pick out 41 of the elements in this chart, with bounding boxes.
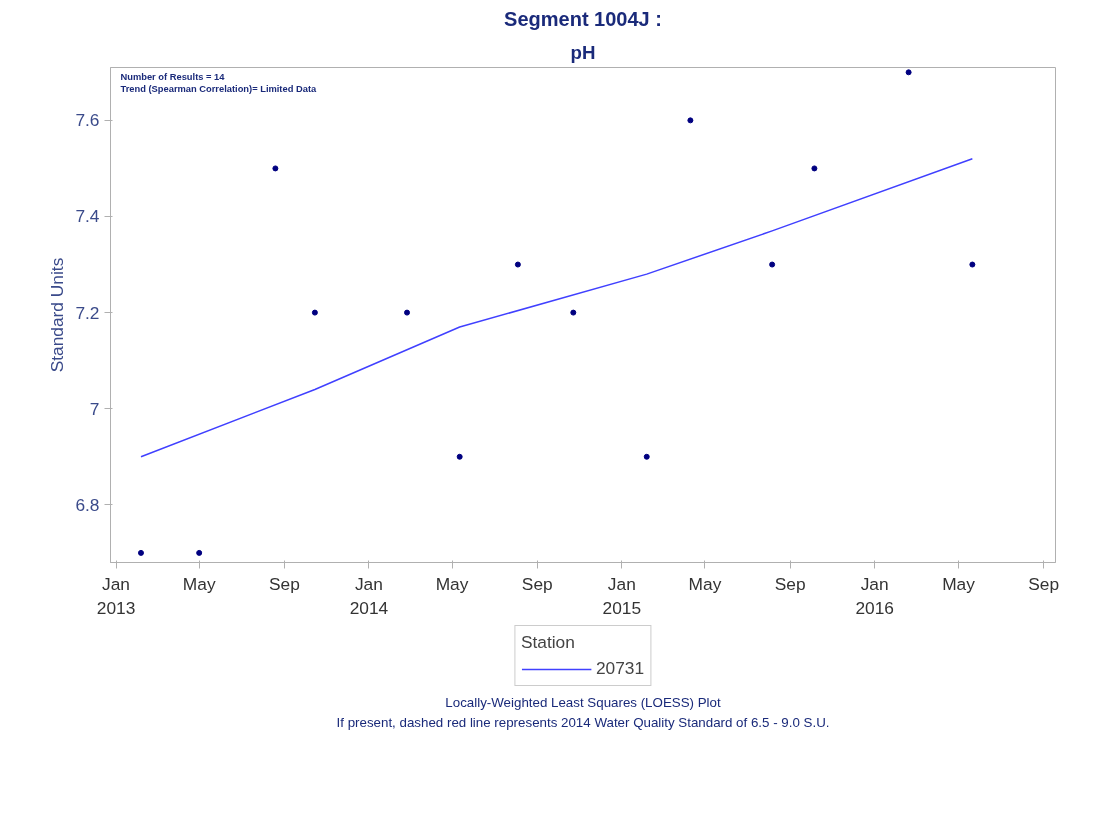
text: Locally-Weighted Least Squares (LOESS) Plot	[445, 694, 721, 710]
point	[137, 549, 144, 556]
point	[196, 549, 203, 556]
y-axis-title: Standard Units	[47, 257, 68, 373]
x-tick-label: May	[688, 573, 722, 594]
y-tick-label: 6.8	[75, 494, 100, 515]
text: If present, dashed red line represents 2014 Water Quality Standard of 6.5 - 9.0 S.U.	[336, 714, 830, 730]
point	[811, 165, 818, 172]
y-tick-label: 7	[89, 398, 100, 419]
point	[272, 165, 279, 172]
x-tick-label: Jan 2016	[855, 573, 894, 618]
x-tick-label: Jan 2013	[96, 573, 136, 618]
annotation: Trend (Spearman Correlation)= Limited Data	[120, 83, 317, 94]
x-tick-label: Jan 2015	[602, 573, 642, 618]
point	[687, 117, 694, 124]
x-tick-label: Sep	[521, 573, 553, 594]
chart-title: Segment 1004J :	[504, 7, 662, 30]
y-tick-label: 7.4	[75, 206, 100, 227]
point	[905, 69, 912, 76]
point	[514, 261, 521, 268]
x-tick-label: Sep	[268, 573, 300, 594]
legend-label: 20731	[595, 658, 645, 679]
line-series	[140, 158, 974, 458]
chart-subtitle: pH	[570, 41, 596, 63]
x-tick-label: May	[435, 573, 469, 594]
point	[311, 309, 318, 316]
point	[769, 261, 776, 268]
point	[456, 453, 463, 460]
point	[969, 261, 976, 268]
x-tick-label: May	[942, 573, 976, 594]
x-tick-label: Jan 2014	[349, 573, 389, 618]
point	[404, 309, 411, 316]
x-tick-label: Sep	[774, 573, 806, 594]
x-tick-label: Sep	[1028, 573, 1060, 594]
legend-title: Station	[520, 632, 576, 653]
x-tick-label: May	[182, 573, 216, 594]
point	[643, 453, 650, 460]
annotation: Number of Results = 14	[120, 71, 226, 82]
y-tick-label: 7.6	[75, 110, 100, 131]
point	[570, 309, 577, 316]
y-tick-label: 7.2	[75, 302, 100, 323]
